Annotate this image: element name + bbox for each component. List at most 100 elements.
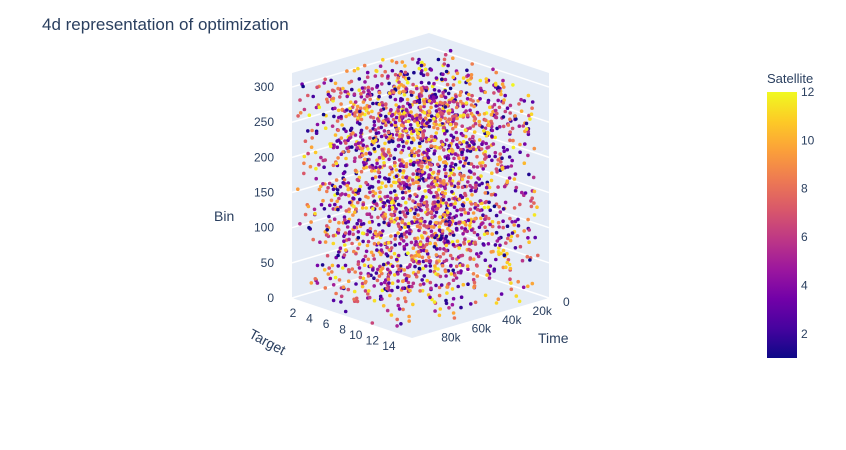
scatter-point: [343, 89, 348, 94]
scatter-point: [494, 83, 498, 87]
scatter-point: [416, 202, 421, 207]
scatter-point: [370, 321, 375, 325]
scatter-point: [410, 57, 415, 61]
scatter-point: [451, 114, 455, 119]
scatter-point: [448, 176, 453, 181]
scatter-point: [357, 77, 362, 81]
scatter-point: [533, 235, 537, 240]
scatter-point: [370, 236, 375, 240]
scatter-point: [498, 125, 502, 129]
scatter-point: [431, 95, 436, 99]
scatter-point: [431, 170, 436, 175]
scatter-point: [486, 242, 491, 246]
scatter-point: [306, 129, 310, 133]
scatter-point: [497, 225, 501, 229]
scatter-point: [365, 75, 370, 79]
scatter-point: [482, 129, 486, 133]
scatter-point: [466, 78, 470, 83]
scatter-point: [468, 108, 472, 113]
scatter-point: [484, 118, 488, 123]
scatter-point: [337, 196, 341, 201]
scatter-point: [345, 146, 349, 150]
scatter-point: [508, 266, 513, 271]
scatter-point: [420, 255, 425, 260]
scatter-point: [339, 102, 343, 106]
scatter-point: [384, 117, 389, 122]
scatter-point: [463, 237, 467, 241]
scatter-point: [346, 279, 351, 284]
scatter-point: [417, 253, 421, 257]
scatter-point: [451, 242, 456, 247]
scatter-point: [473, 202, 478, 206]
scatter-point: [376, 215, 380, 220]
scatter-point: [325, 100, 330, 104]
scatter-point: [314, 176, 319, 181]
scatter-point: [514, 117, 518, 121]
scatter-point: [393, 164, 397, 168]
scatter-point: [479, 174, 483, 178]
scatter-point: [370, 87, 375, 91]
scatter-point: [396, 86, 401, 90]
scatter-point: [392, 220, 396, 224]
scatter-point: [454, 130, 459, 135]
scatter-point: [386, 120, 391, 124]
scatter-point: [437, 225, 442, 229]
scatter-point: [317, 162, 321, 167]
scatter-point: [392, 156, 397, 160]
scatter-point: [365, 70, 370, 75]
scatter-point: [518, 202, 522, 207]
scatter-point: [487, 216, 491, 221]
scatter-point: [483, 293, 488, 298]
scatter-point: [366, 85, 371, 90]
scatter-point: [379, 197, 383, 202]
scatter-point: [343, 309, 348, 314]
scatter-point: [506, 165, 510, 169]
scatter-point: [450, 302, 455, 307]
scatter-point: [417, 259, 422, 264]
scatter-point: [413, 264, 417, 269]
scatter-point: [451, 117, 456, 122]
scatter-point: [487, 154, 492, 159]
scatter-point: [350, 267, 355, 271]
scatter-point: [438, 146, 442, 150]
scatter-point: [421, 266, 425, 271]
scatter-point: [472, 284, 477, 288]
scatter-point: [475, 252, 479, 256]
axis-ticks: 0 50 100 150 200 250 300 0 20k 40k 60k 80k 2 4 6 8 10 12 1…: [254, 80, 570, 353]
scatter-point: [343, 243, 347, 247]
scatter-point: [444, 69, 449, 74]
scatter-point: [393, 161, 397, 165]
scatter-point: [525, 254, 530, 259]
scatter-point: [457, 197, 462, 202]
scatter-point: [509, 164, 514, 168]
scatter-point: [340, 107, 345, 112]
scatter-point: [483, 164, 488, 168]
scatter-point: [386, 241, 391, 245]
colorbar-tick-label: 12: [801, 85, 815, 99]
scatter-point: [386, 277, 391, 282]
scatter-point: [407, 319, 412, 323]
scatter-point: [528, 258, 532, 262]
scatter-point: [447, 111, 451, 116]
scatter-point: [331, 298, 336, 303]
scatter-point: [416, 99, 420, 103]
scatter-point: [461, 139, 466, 144]
z-gridline: [428, 46, 550, 88]
scatter-point: [465, 141, 469, 145]
scatter-point: [389, 246, 394, 250]
scatter-point: [425, 237, 430, 241]
scatter-point: [518, 142, 522, 147]
scatter-point: [384, 176, 388, 181]
scatter-point: [472, 257, 476, 262]
scatter-point: [395, 133, 399, 137]
colorbar-title: Satellite: [767, 71, 813, 86]
scatter-point: [420, 170, 425, 174]
scatter-point: [453, 273, 457, 278]
scatter-point: [433, 204, 438, 209]
scatter-point: [376, 267, 380, 272]
scatter-point: [396, 231, 400, 235]
scatter-point: [373, 191, 378, 196]
scatter-point: [496, 185, 500, 189]
scatter-point: [421, 134, 426, 138]
scatter-point: [399, 150, 403, 155]
